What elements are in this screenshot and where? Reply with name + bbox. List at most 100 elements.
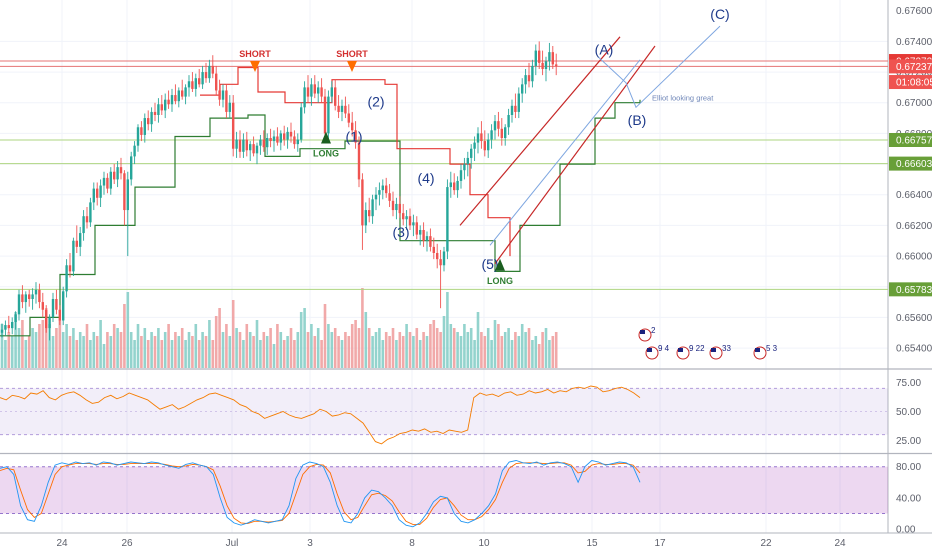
volume-bar (48, 324, 51, 368)
volume-bar (524, 332, 527, 368)
candle-body (408, 216, 412, 226)
candle-body (232, 102, 235, 149)
volume-bar (95, 336, 99, 368)
candle-body (177, 90, 180, 102)
volume-bar (7, 332, 11, 368)
time-tick-label: 24 (56, 538, 68, 549)
volume-bar (242, 340, 245, 368)
volume-bar (24, 340, 28, 368)
candle-body (466, 157, 469, 165)
volume-bar (248, 332, 252, 368)
volume-bar (109, 336, 113, 368)
candle-body (82, 216, 85, 234)
candle-body (310, 84, 313, 97)
candle-body (456, 180, 459, 191)
volume-bar (51, 336, 55, 368)
volume-bar (544, 328, 548, 368)
channel-layer (459, 36, 656, 265)
candle-body (109, 171, 112, 189)
volume-bar (432, 320, 436, 368)
volume-bar (208, 320, 211, 368)
volume-bar (517, 336, 521, 368)
volume-bar (337, 336, 340, 368)
drawings-layer: (1) (2) (3) (4) (5) (A) (B) (C) SHORT SHORT LONG LO… (239, 6, 729, 286)
candle-body (419, 230, 422, 235)
time-tick-label: 26 (121, 538, 133, 549)
candle-body (405, 216, 408, 220)
candle-body (517, 93, 520, 112)
candle-body (344, 105, 347, 114)
price-axis-badge (889, 132, 932, 147)
short-signal-arrow (250, 61, 260, 72)
volume-bar (490, 340, 493, 368)
candle-body (116, 167, 119, 180)
volume-bar (507, 328, 510, 368)
candle-body (357, 142, 361, 180)
candle-body (497, 121, 500, 129)
volume-bar (384, 332, 388, 368)
horizontal-lines-layer (0, 60, 888, 290)
volume-bar (116, 328, 119, 368)
candle-body (374, 194, 378, 200)
candle-body (313, 84, 316, 94)
candle-body (140, 127, 143, 135)
volume-bar (157, 328, 160, 368)
candle-body (439, 259, 442, 266)
volume-bar (371, 336, 374, 368)
economic-event-count: 5 3 (766, 344, 778, 353)
volume-bar (466, 332, 470, 368)
short-signal-label: SHORT (239, 49, 271, 59)
volume-bar (167, 324, 170, 368)
volume-bar (235, 328, 238, 368)
volume-bar (425, 336, 429, 368)
volume-bar (378, 328, 381, 368)
candle-body (306, 87, 310, 97)
candle-body (174, 95, 177, 102)
volume-bar (429, 324, 432, 368)
wave-projection-line (597, 25, 721, 109)
volume-bar (391, 328, 395, 368)
candle-body (266, 138, 269, 148)
candle-body (510, 105, 514, 115)
volume-bar (289, 328, 293, 368)
candle-body (425, 236, 429, 241)
candle-body (541, 62, 544, 69)
volume-bar (442, 316, 446, 368)
candle-body (170, 95, 174, 105)
volume-bar (333, 328, 337, 368)
economic-event-count: 2 (651, 326, 656, 335)
price-axis[interactable]: 0.674000.672000.670000.668000.666000.664… (889, 6, 932, 536)
candle-body (242, 139, 245, 152)
candle-body (164, 99, 167, 111)
time-tick-label: 8 (409, 538, 415, 549)
long-signal-label: LONG (313, 149, 339, 159)
rsi-line (0, 385, 641, 445)
candle-body (283, 133, 286, 140)
events-layer: 29 4 9 22 33 5 3 (638, 326, 778, 360)
long-signal-label: LONG (487, 276, 513, 286)
candle-body (28, 294, 31, 299)
volume-bar (34, 332, 38, 368)
wave-label: (4) (417, 170, 434, 186)
candle-body (38, 289, 41, 303)
volume-bar (388, 336, 391, 368)
candle-body (126, 179, 129, 211)
candle-body (334, 87, 337, 106)
volume-bar (480, 332, 483, 368)
candle-body (259, 139, 262, 146)
time-tick-label: 22 (760, 538, 772, 549)
candle-body (395, 203, 398, 211)
wave-label: (2) (367, 93, 384, 109)
candle-body (221, 90, 225, 100)
candle-body (279, 133, 282, 143)
candle-body (490, 130, 493, 140)
stochastic-tick-label: 80.00 (896, 462, 921, 473)
candle-body (436, 253, 439, 260)
candle-body (7, 325, 10, 329)
short-signal-label: SHORT (336, 49, 368, 59)
volume-bar (548, 340, 551, 368)
volume-bar (61, 332, 65, 368)
time-axis[interactable]: 24 26 Jul 3 8 10 15 17 22 24 (56, 538, 846, 549)
